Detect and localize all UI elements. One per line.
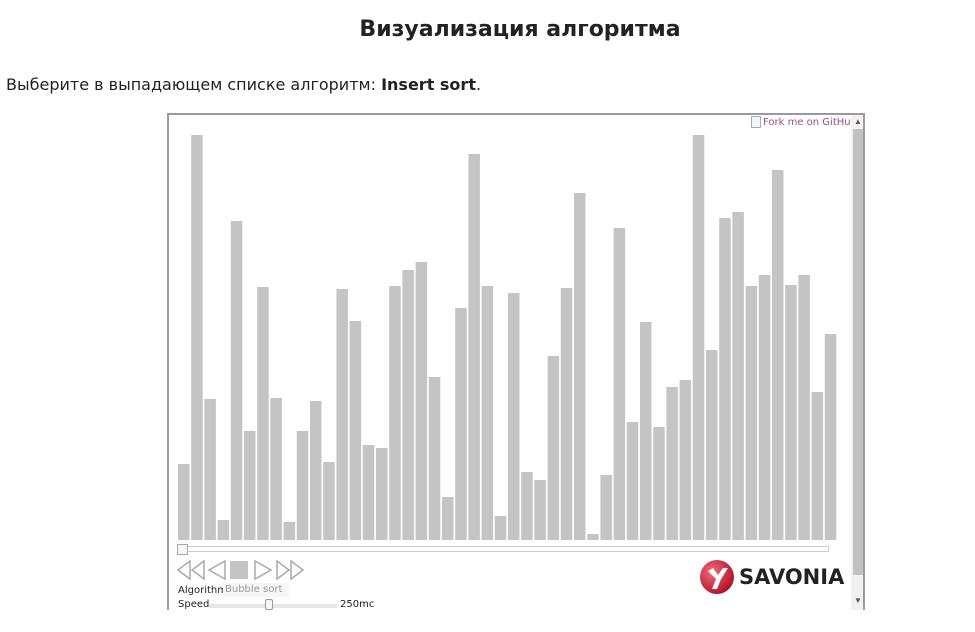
array-bar [758,275,771,540]
array-bar [481,286,494,540]
array-bar [442,497,454,540]
array-bar [626,422,639,540]
array-bar [376,448,388,540]
array-bar [547,356,560,540]
array-bar [745,286,758,540]
array-bar [389,286,401,540]
array-bar [349,321,362,540]
speed-slider-handle[interactable] [265,599,274,610]
array-bar [455,308,467,540]
array-bar [534,480,546,540]
speed-value: 250mc [340,599,375,610]
step-back-icon[interactable] [207,560,227,580]
array-bar [428,377,441,540]
array-bar [508,293,520,540]
array-bar [521,472,533,540]
instruction-text: Выберите в выпадающем списке алгоритм: I… [6,75,481,94]
array-bar [811,392,824,540]
array-bar [191,135,203,540]
scroll-down-icon[interactable]: ▼ [854,596,862,605]
array-bar [257,287,269,540]
fork-github-text: Fork me on GitHub [763,116,857,128]
page-title: Визуализация алгоритма [359,17,681,42]
instruction-prefix: Выберите в выпадающем списке алгоритм: [6,75,382,94]
array-bar [772,170,784,540]
array-bar [653,427,665,540]
array-bar [824,334,837,540]
speed-label: Speed [178,599,210,610]
array-bar [244,431,256,540]
array-bar [587,534,599,540]
array-bar [494,516,507,540]
array-bar [640,322,652,540]
array-bar [719,218,731,540]
algorithm-label: Algorithm [178,585,227,596]
array-bar [600,475,612,540]
savonia-logo: SAVONIA [699,559,844,595]
array-bar [679,380,692,540]
algorithm-select[interactable]: Bubble sort [223,583,289,597]
array-bar [402,270,414,540]
array-bar [310,401,322,540]
array-bar [706,350,718,540]
array-bar [178,464,190,540]
array-bar [468,154,480,540]
array-bar [574,193,586,540]
instruction-suffix: . [475,75,482,94]
array-bar [613,228,626,540]
progress-handle[interactable] [177,544,188,555]
array-bar [230,221,243,540]
array-bar [323,462,335,540]
array-bar [732,212,744,540]
array-bar [283,522,296,540]
rewind-icon[interactable] [177,560,207,580]
savonia-logo-icon [700,560,734,594]
algorithm-name: Insert sort [381,75,476,94]
play-icon[interactable] [253,560,273,580]
stop-icon[interactable] [230,561,248,579]
array-bar [217,520,230,540]
scrollbar-thumb[interactable] [853,129,863,575]
array-bar [798,275,810,540]
progress-track[interactable] [177,546,829,552]
array-bar [666,387,678,540]
fork-github-link[interactable]: Fork me on GitHub [751,116,857,128]
broken-image-icon [751,116,761,128]
array-bar [204,399,216,540]
array-bar [415,262,428,540]
scrollbar[interactable]: ▲ ▼ [851,115,863,610]
fast-forward-icon[interactable] [275,560,305,580]
array-bar [270,398,282,540]
array-bar [785,285,797,540]
array-bar [560,288,573,540]
savonia-logo-text: SAVONIA [739,565,845,589]
scroll-up-icon[interactable]: ▲ [854,117,862,126]
array-bar [296,431,309,540]
bars-chart [178,135,837,540]
array-bar [362,445,375,540]
array-bar [692,135,705,540]
array-bar [336,289,348,540]
visualizer-frame: Fork me on GitHub ▲ ▼ [167,113,865,610]
